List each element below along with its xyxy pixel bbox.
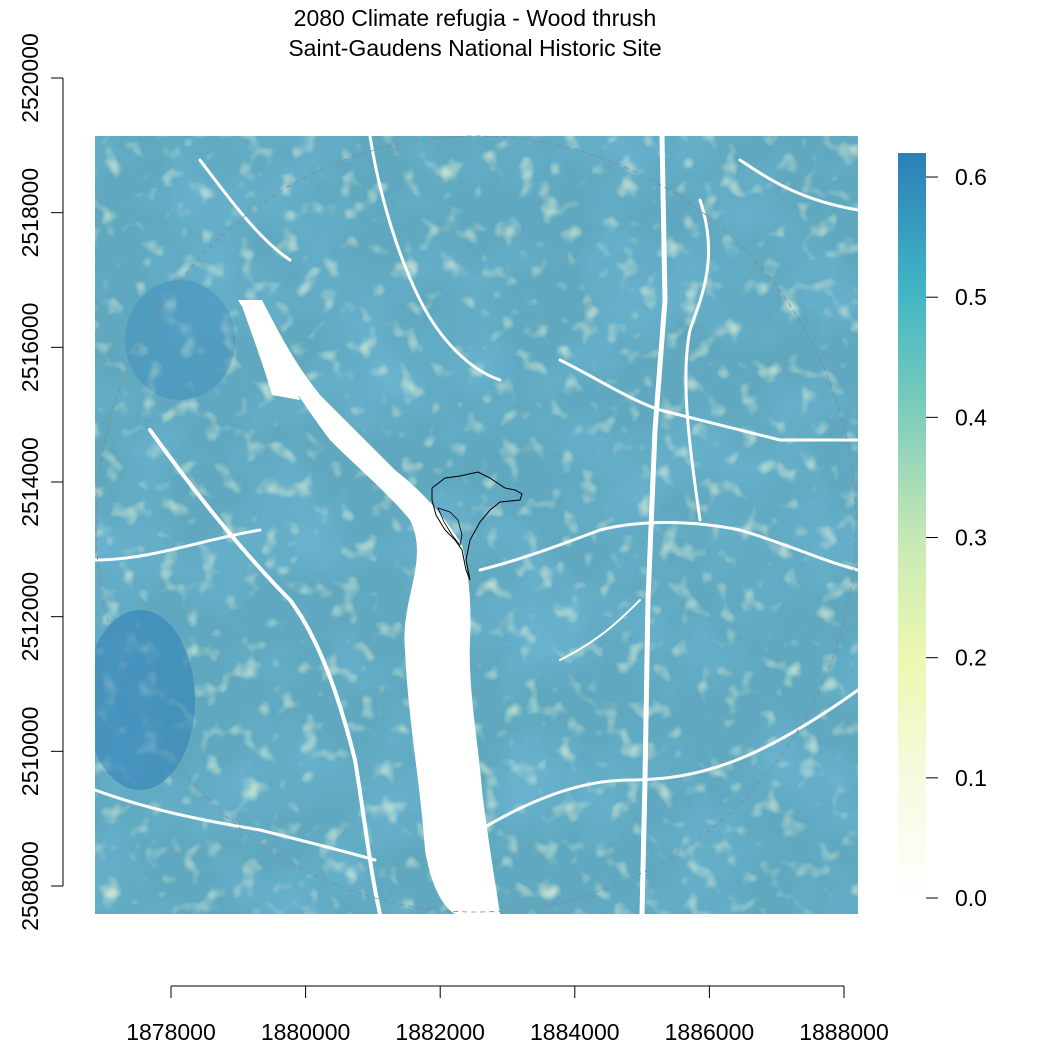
- road-east-1: [478, 521, 858, 572]
- legend-tick-label: 0.2: [955, 645, 987, 671]
- x-tick-label: 1886000: [665, 1019, 755, 1045]
- road-minor-1: [559, 599, 641, 661]
- legend-tick-label: 0.0: [955, 885, 987, 911]
- x-tick-label: 1878000: [126, 1019, 216, 1045]
- map-title-line-1: 2080 Climate refugia - Wood thrush: [293, 5, 657, 31]
- y-tick-label: 2516000: [17, 303, 43, 393]
- road-north-south-east: [639, 136, 668, 914]
- legend-tick-label: 0.5: [955, 284, 987, 310]
- map-title-line-2: Saint-Gaudens National Historic Site: [288, 35, 662, 61]
- road-minor-3: [198, 158, 292, 262]
- road-east-2: [558, 358, 858, 442]
- legend-tick-label: 0.6: [955, 164, 987, 190]
- road-south-west: [95, 788, 377, 862]
- x-tick-label: 1884000: [530, 1019, 620, 1045]
- road-west: [95, 528, 262, 562]
- raster-high-patch-northwest: [125, 280, 235, 400]
- road-west-diagonal: [148, 428, 382, 914]
- legend-tick-label: 0.3: [955, 525, 987, 551]
- y-tick-label: 2520000: [17, 33, 43, 123]
- y-tick-label: 2512000: [17, 572, 43, 662]
- legend-tick-label: 0.4: [955, 404, 987, 430]
- road-south-east: [478, 688, 858, 832]
- road-north: [368, 136, 502, 382]
- legend-tick-label: 0.1: [955, 765, 987, 791]
- y-axis: 2508000 2510000 2512000 2514000 2516000 25180…: [17, 33, 64, 931]
- y-tick-label: 2508000: [17, 841, 43, 931]
- legend-colorbar: [898, 153, 926, 898]
- road-north-east: [684, 198, 711, 522]
- raster-high-patch-west: [95, 610, 195, 790]
- road-network: [95, 136, 858, 914]
- x-axis: 1878000 1880000 1882000 1884000 1886000 18880…: [126, 985, 889, 1045]
- x-tick-label: 1880000: [261, 1019, 351, 1045]
- color-legend: 0.0 0.1 0.2 0.3 0.4 0.5 0.6: [898, 153, 987, 911]
- x-tick-label: 1882000: [395, 1019, 485, 1045]
- park-boundary-inner: [437, 507, 463, 546]
- river-valley-nodata: [238, 300, 500, 914]
- study-area-buffer: [95, 135, 857, 913]
- suitability-raster: [95, 136, 858, 914]
- road-minor-2: [738, 158, 858, 212]
- y-tick-label: 2510000: [17, 707, 43, 797]
- river-valley-nodata-north: [240, 300, 300, 400]
- y-tick-label: 2518000: [17, 168, 43, 258]
- x-tick-label: 1888000: [799, 1019, 889, 1045]
- y-tick-label: 2514000: [17, 437, 43, 527]
- park-boundary: [431, 471, 523, 581]
